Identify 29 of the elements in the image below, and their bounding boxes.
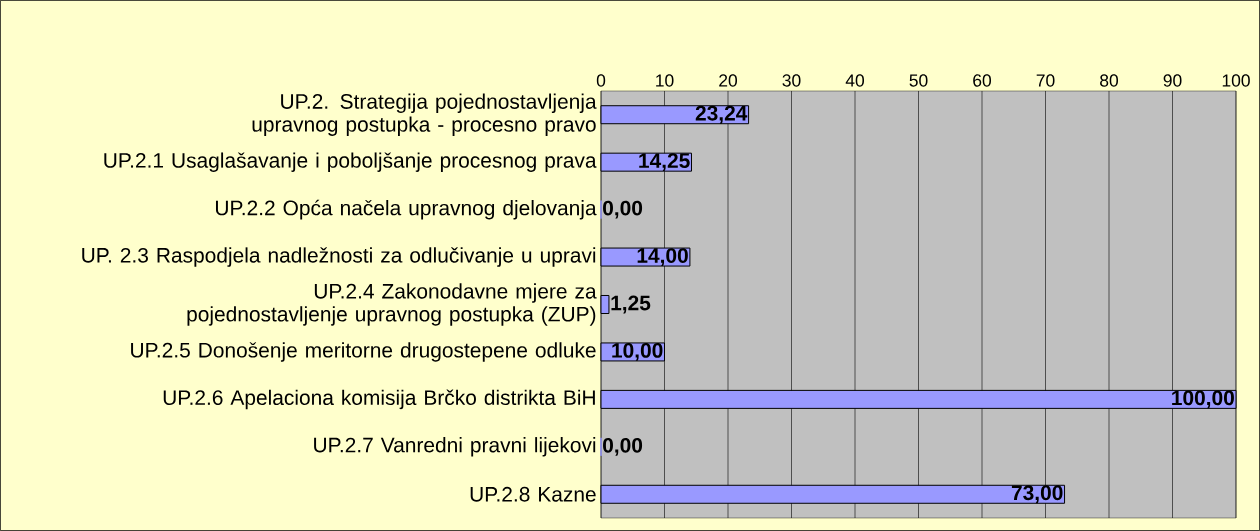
x-tick-label: 40: [845, 74, 865, 87]
y-tick-label: UP.2.1 Usaglašavanje i poboljšanje procesnog prava: [104, 152, 597, 172]
y-tick-label: UP.2.7 Vanredni pravni lijekovi: [314, 437, 596, 457]
data-label: 14,25: [639, 153, 690, 172]
y-tick-label: UP.2. Strategija pojednostavljenja upravnog postupka - procesno pravo: [252, 93, 597, 136]
x-tick-label: 70: [1036, 74, 1055, 87]
y-tick-label: UP. 2.3 Raspodjela nadležnosti za odlučivanje u upravi: [82, 247, 596, 267]
data-label: 23,24: [695, 105, 748, 124]
x-tick-label: 20: [719, 74, 738, 87]
data-label: 1,25: [611, 295, 651, 314]
x-tick-label: 90: [1163, 74, 1182, 87]
y-tick-label: UP.2.4 Zakonodavne mjere za pojednostavljenje upravnog postupka (ZUP): [187, 283, 597, 326]
data-label: 14,00: [637, 248, 688, 266]
x-tick-label: 50: [909, 74, 928, 87]
y-tick-label: UP.2.5 Donošenje meritorne drugostepene odluke: [131, 342, 596, 362]
x-tick-label: 0: [596, 74, 606, 87]
data-label: 0,00: [603, 437, 643, 456]
data-label: 0,00: [603, 200, 643, 219]
x-tick-label: 100: [1222, 74, 1250, 87]
x-tick-label: 10: [656, 74, 674, 87]
data-label: 100,00: [1172, 390, 1234, 409]
data-label: 10,00: [612, 343, 663, 361]
x-tick-label: 30: [782, 74, 801, 87]
x-tick-label: 80: [1100, 74, 1119, 87]
y-tick-label: UP.2.6 Apelaciona komisija Brčko distrikta BiH: [163, 389, 595, 410]
data-label: 73,00: [1011, 485, 1063, 504]
y-tick-label: UP.2.8 Kazne: [470, 486, 596, 502]
x-tick-label: 60: [973, 74, 992, 87]
y-tick-label: UP.2.2 Opća načela upravnog djelovanja: [215, 199, 597, 220]
